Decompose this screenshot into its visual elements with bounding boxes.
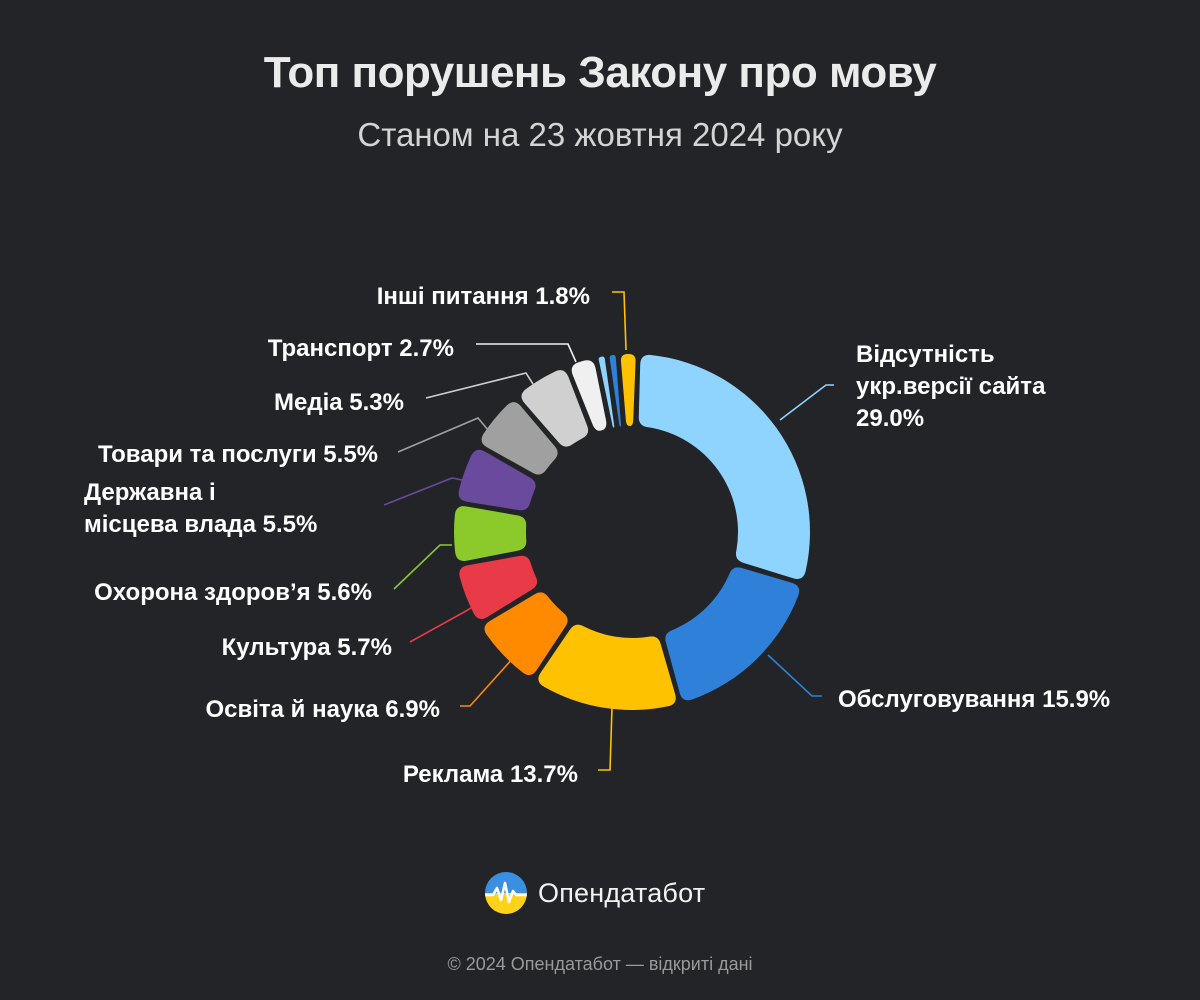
- data-label-реклама: Реклама 13.7%: [403, 761, 578, 788]
- chart-title: Топ порушень Закону про мову: [263, 48, 937, 97]
- data-label-освіта-й-наука: Освіта й наука 6.9%: [205, 696, 440, 723]
- data-label-медіа: Медіа 5.3%: [274, 389, 404, 416]
- data-label-державна-і-місцева-влада: Державна і місцева влада 5.5%: [84, 479, 317, 538]
- slice-обслуговування[interactable]: [665, 567, 800, 701]
- leader-line-реклама: [598, 707, 613, 771]
- slice-медіа[interactable]: [521, 370, 589, 447]
- brand-name: Опендатабот: [538, 877, 706, 908]
- slice-реклама[interactable]: [538, 624, 676, 711]
- data-label-товари-та-послуги: Товари та послуги 5.5%: [98, 441, 378, 468]
- footer-copyright: © 2024 Опендатабот — відкриті дані: [447, 954, 753, 974]
- data-label-інші-питання: Інші питання 1.8%: [377, 283, 590, 310]
- leader-line-освіта-й-наука: [460, 656, 515, 707]
- leader-line-транспорт: [476, 343, 577, 363]
- slice-відсутність-укр-версії-сайта[interactable]: [638, 354, 811, 579]
- chart-subtitle: Станом на 23 жовтня 2024 року: [357, 116, 843, 153]
- slice-інші-питання[interactable]: [620, 354, 636, 427]
- slice-медичні-послуги[interactable]: [598, 356, 615, 428]
- leader-line-державна-і-місцева-влада: [383, 477, 463, 506]
- leader-line-товари-та-послуги: [397, 417, 489, 453]
- slice-транспорт[interactable]: [571, 360, 607, 431]
- data-label-культура: Культура 5.7%: [222, 634, 392, 661]
- opendatabot-logo-icon: [485, 872, 527, 914]
- data-label-транспорт: Транспорт 2.7%: [268, 335, 454, 362]
- leader-line-обслуговування: [767, 654, 822, 697]
- data-label-обслуговування: Обслуговування 15.9%: [838, 686, 1110, 713]
- slice-культура[interactable]: [459, 555, 538, 619]
- leader-line-культура: [409, 605, 475, 643]
- data-label-охорона-здоров-я: Охорона здоров’я 5.6%: [94, 579, 372, 606]
- slice-товари-та-послуги[interactable]: [481, 402, 558, 475]
- leader-line-медіа: [425, 372, 534, 399]
- leader-line-охорона-здоров-я: [393, 544, 452, 590]
- slice-охорона-здоров-я[interactable]: [454, 506, 527, 561]
- leader-line-інші-питання: [612, 291, 627, 351]
- slice-державна-і-місцева-влада[interactable]: [458, 449, 536, 511]
- brand: Опендатабот: [484, 872, 705, 914]
- data-label-відсутність-укр-версії-сайта: Відсутність укр.версії сайта 29.0%: [856, 341, 1046, 432]
- slice-інше[interactable]: [609, 355, 621, 427]
- slice-освіта-й-наука[interactable]: [484, 592, 568, 676]
- leader-line-відсутність-укр-версії-сайта: [779, 384, 834, 421]
